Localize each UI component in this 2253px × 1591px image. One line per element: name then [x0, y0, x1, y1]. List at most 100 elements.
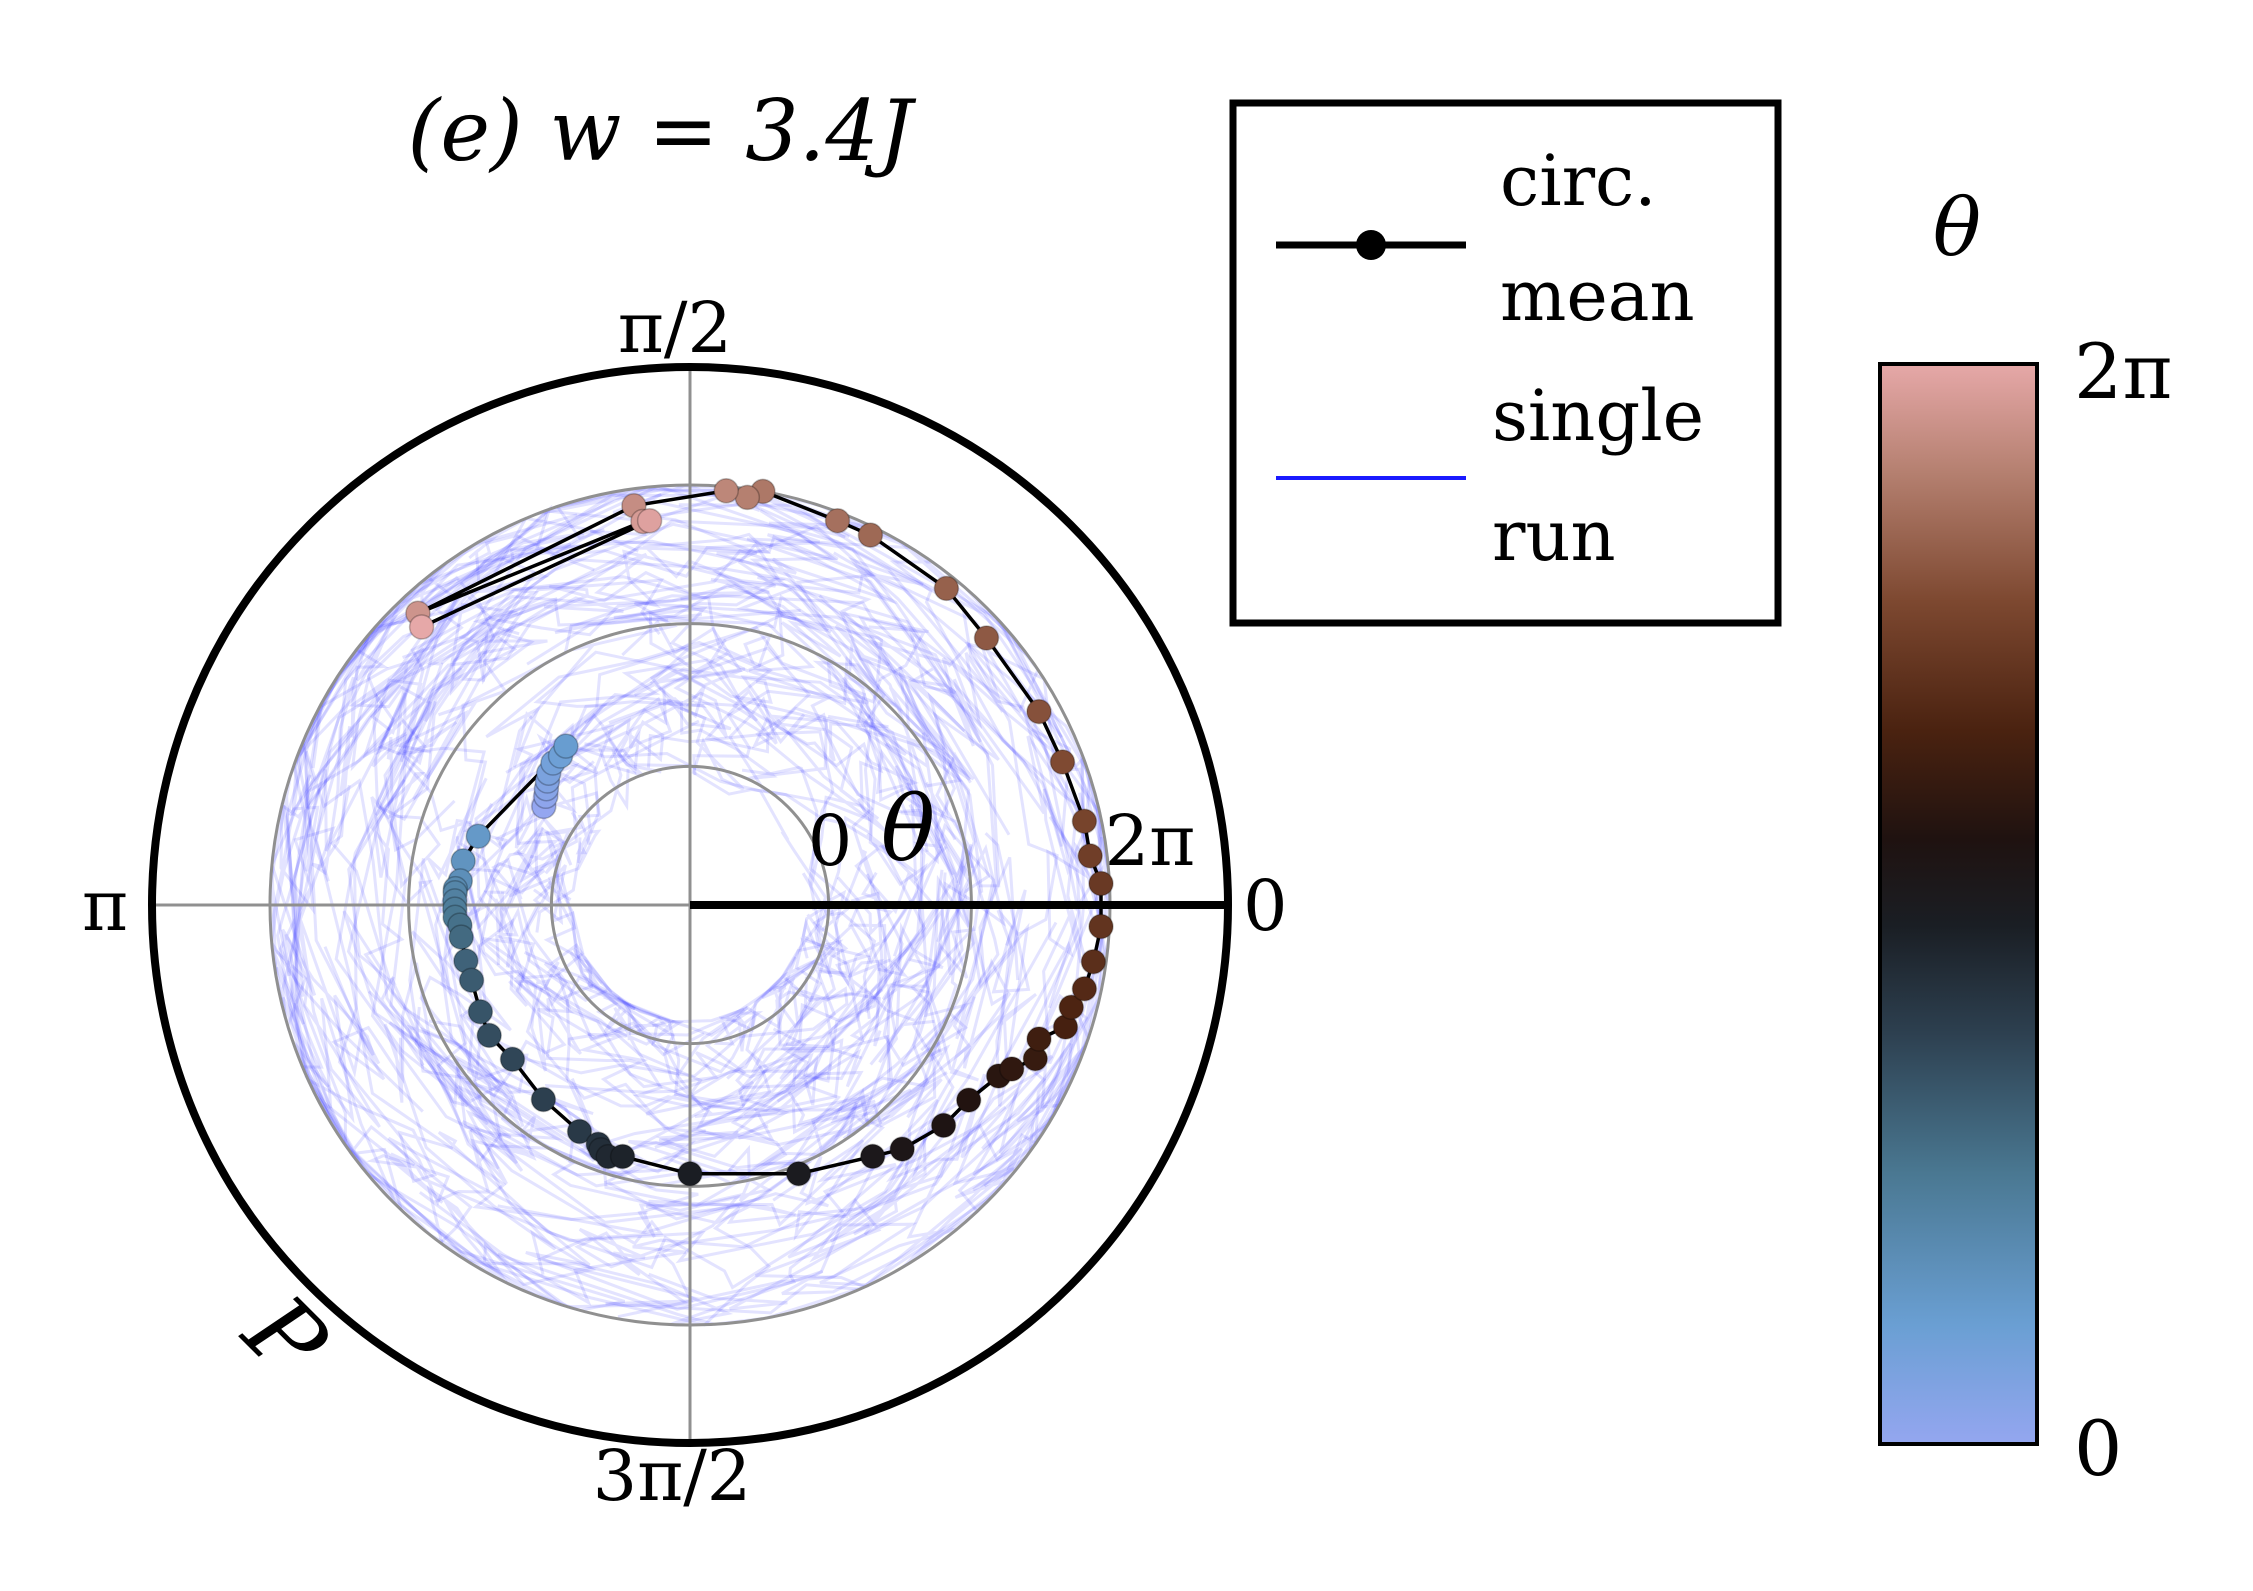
single-run-trace-10	[608, 524, 1092, 1065]
inner-axis-tick-0: 0	[808, 800, 853, 882]
single-run-trace-15	[410, 876, 894, 1189]
circ-mean-points	[405, 478, 1114, 1187]
single-run-trace-5	[584, 665, 874, 1090]
single-run-trace-30	[334, 501, 884, 1139]
circ-mean-point-48	[1026, 698, 1052, 725]
circ-mean-point-7	[553, 733, 579, 759]
angular-tick-3pi-half: 3π/2	[593, 1435, 752, 1517]
single-run-trace-3	[270, 513, 1007, 1309]
single-run-trace-55	[397, 509, 839, 1107]
circ-mean-point-40	[1058, 994, 1085, 1020]
single-run-traces	[269, 483, 1112, 1327]
circ-mean-point-38	[1026, 1026, 1052, 1052]
colorbar-tick-bottom: 0	[2074, 1404, 2122, 1493]
circ-mean-point-59	[636, 507, 663, 534]
circ-mean-point-17	[448, 924, 474, 950]
single-run-trace-41	[613, 606, 1111, 1188]
single-run-trace-62	[485, 632, 971, 1066]
angular-tick-0: 0	[1243, 865, 1288, 947]
single-run-trace-51	[269, 493, 725, 984]
radial-axis-label: P	[221, 1273, 348, 1400]
circ-mean-point-32	[889, 1136, 915, 1162]
single-run-trace-69	[648, 610, 1111, 1311]
single-run-trace-66	[276, 693, 995, 1290]
circ-mean-point-30	[785, 1160, 812, 1187]
legend: circ. mean single run	[1229, 99, 1782, 627]
chart-title: (e) w = 3.4J	[408, 82, 917, 180]
single-run-trace-19	[483, 719, 964, 1112]
circ-mean-point-42	[1080, 948, 1107, 975]
circ-mean-point-24	[566, 1118, 593, 1145]
single-run-trace-39	[304, 515, 932, 1145]
circ-mean-point-8	[465, 823, 492, 849]
legend-label-single-run-line1: single	[1492, 375, 1704, 457]
circ-mean-point-49	[973, 625, 1000, 651]
single-run-trace-33	[330, 485, 1081, 1208]
single-run-trace-60	[519, 742, 876, 1126]
circ-mean-point-44	[1088, 870, 1114, 897]
legend-label-circ-mean-line1: circ.	[1500, 140, 1657, 222]
single-run-trace-14	[370, 639, 944, 1212]
circ-mean-point-28	[609, 1143, 636, 1170]
single-run-trace-17	[419, 658, 948, 1116]
circ-mean-point-22	[499, 1046, 526, 1073]
single-run-trace-31	[436, 586, 1007, 1238]
colorbar: θ 2π 0	[1878, 181, 2172, 1493]
angular-tick-pi: π	[82, 865, 128, 947]
circ-mean-point-45	[1077, 843, 1103, 869]
circ-mean-point-19	[458, 967, 485, 993]
single-run-trace-52	[383, 873, 969, 1251]
single-run-trace-59	[288, 504, 877, 817]
single-run-trace-68	[405, 532, 1072, 881]
single-run-trace-65	[451, 594, 971, 1124]
legend-entry-circ-mean: circ. mean	[1276, 140, 1695, 337]
circ-mean-point-55	[713, 478, 739, 504]
single-run-trace-58	[459, 609, 801, 1057]
single-run-trace-57	[478, 706, 955, 1011]
circ-mean-point-46	[1071, 808, 1098, 834]
single-run-trace-47	[295, 547, 1012, 1264]
circ-mean-point-54	[734, 484, 761, 511]
single-run-trace-61	[270, 593, 1059, 1113]
single-run-trace-64	[347, 557, 975, 1053]
circ-mean-point-52	[824, 507, 851, 534]
circ-mean-point-50	[933, 575, 960, 602]
single-run-trace-29	[291, 549, 1063, 1312]
angular-tick-pi-half: π/2	[618, 287, 732, 369]
single-run-trace-7	[462, 646, 888, 1039]
circ-mean-point-51	[857, 522, 884, 548]
single-run-trace-67	[363, 597, 972, 1186]
single-run-trace-28	[269, 582, 597, 1287]
single-run-trace-6	[466, 619, 882, 1077]
legend-label-single-run-line2: run	[1492, 495, 1616, 577]
single-run-trace-4	[362, 533, 1102, 1326]
single-run-trace-36	[482, 660, 971, 1140]
circ-mean-point-23	[530, 1086, 557, 1113]
circ-mean-point-34	[955, 1087, 982, 1113]
single-run-trace-50	[567, 689, 927, 1043]
single-run-trace-56	[367, 601, 1001, 1188]
circ-mean-point-47	[1049, 749, 1076, 775]
inner-axis-tick-2pi: 2π	[1105, 800, 1196, 882]
single-run-trace-40	[285, 516, 1100, 1327]
polar-axes: 0 π/2 π 3π/2 0 θ 2π P	[82, 287, 1288, 1517]
single-run-trace-27	[523, 658, 882, 1109]
single-run-trace-43	[374, 575, 889, 1126]
circ-mean-point-21	[476, 1022, 502, 1049]
colorbar-tick-top: 2π	[2074, 327, 2172, 416]
single-run-trace-22	[532, 830, 895, 1109]
legend-entry-single-run: single run	[1276, 375, 1704, 577]
single-run-trace-53	[346, 583, 998, 1259]
circ-mean-point-41	[1071, 976, 1098, 1002]
single-run-trace-38	[424, 939, 844, 1185]
circ-mean-point-29	[677, 1161, 703, 1187]
single-run-trace-23	[546, 652, 944, 1103]
single-run-trace-11	[494, 889, 925, 1089]
circ-mean-point-36	[999, 1056, 1025, 1082]
circ-mean-point-43	[1088, 913, 1114, 940]
inner-axis-label: θ	[881, 777, 935, 882]
single-run-trace-20	[460, 854, 870, 1052]
legend-marker-circ-mean	[1356, 230, 1386, 260]
legend-label-circ-mean-line2: mean	[1500, 255, 1695, 337]
